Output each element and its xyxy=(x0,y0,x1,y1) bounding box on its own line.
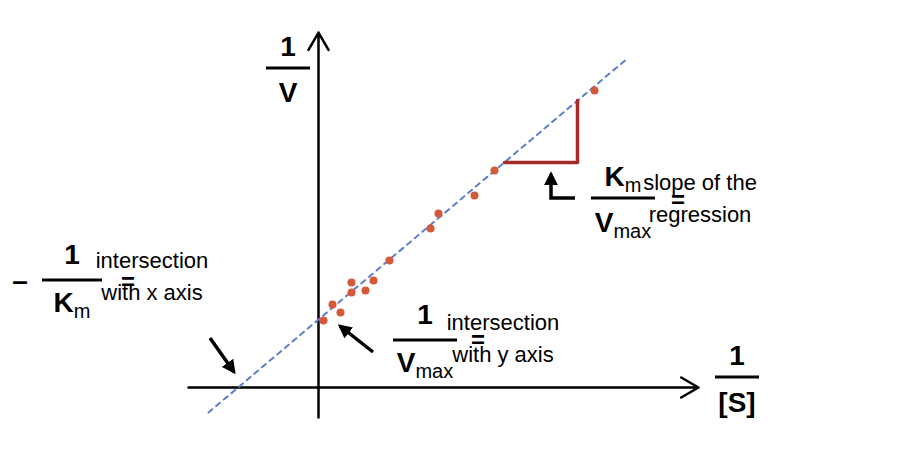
svg-text:V: V xyxy=(279,77,298,108)
svg-text:Km: Km xyxy=(54,287,91,322)
svg-text:intersection: intersection xyxy=(96,248,209,273)
svg-text:regression: regression xyxy=(649,202,752,227)
svg-text:Vmax: Vmax xyxy=(595,207,651,242)
svg-text:Km: Km xyxy=(605,161,642,196)
svg-text:1: 1 xyxy=(417,299,433,330)
svg-text:1: 1 xyxy=(280,31,296,62)
svg-text:[S]: [S] xyxy=(718,387,755,418)
svg-text:–: – xyxy=(12,265,28,296)
svg-text:slope of the: slope of the xyxy=(643,170,757,195)
svg-text:with y axis: with y axis xyxy=(451,342,553,367)
svg-text:intersection: intersection xyxy=(447,310,560,335)
svg-text:Vmax: Vmax xyxy=(397,347,453,382)
svg-text:1: 1 xyxy=(64,239,80,270)
svg-text:1: 1 xyxy=(729,340,745,371)
svg-text:with x axis: with x axis xyxy=(100,280,202,305)
